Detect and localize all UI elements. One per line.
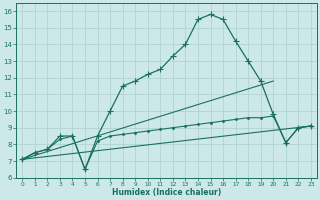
X-axis label: Humidex (Indice chaleur): Humidex (Indice chaleur)	[112, 188, 221, 197]
